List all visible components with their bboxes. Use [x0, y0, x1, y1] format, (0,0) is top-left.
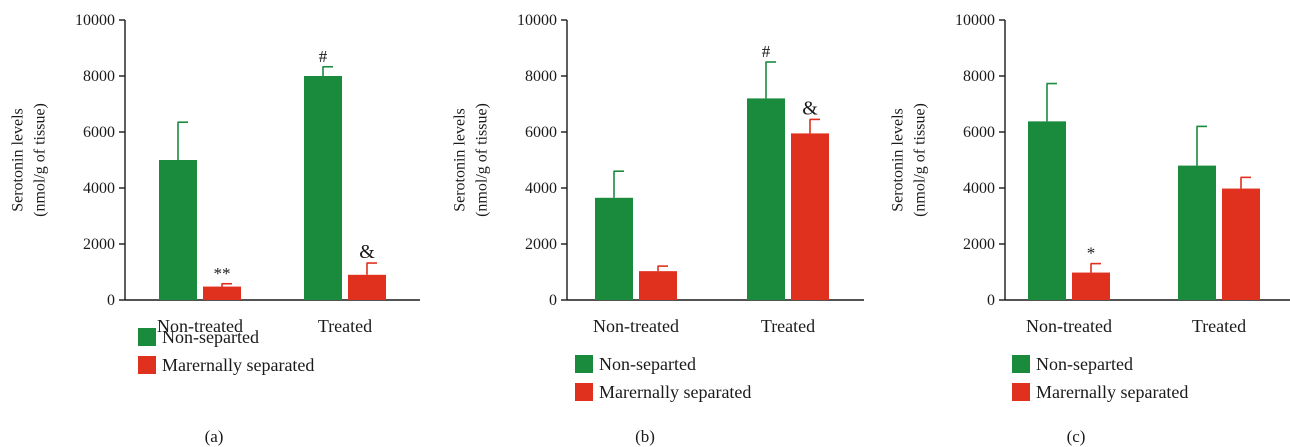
bar-non-separated-non-treated	[1028, 121, 1066, 300]
x-tick-label: Non-treated	[157, 316, 243, 336]
significance-marker: #	[319, 47, 328, 66]
y-axis-label-line1: Serotonin levels	[452, 108, 469, 212]
bar-maternally-separated-treated	[1222, 188, 1260, 300]
x-tick-label: Non-treated	[1026, 316, 1112, 336]
x-tick-label: Treated	[761, 316, 815, 336]
bar-non-separated-treated	[1178, 165, 1216, 300]
y-tick-label: 0	[987, 292, 995, 309]
y-tick-label: 10000	[75, 12, 115, 29]
legend-swatch	[1012, 383, 1030, 401]
y-tick-label: 0	[107, 292, 115, 309]
y-tick-label: 10000	[517, 12, 557, 29]
y-tick-label: 2000	[525, 236, 557, 253]
y-tick-label: 10000	[955, 12, 995, 29]
bar-non-separated-treated	[304, 76, 342, 300]
y-axis-label-line1: Serotonin levels	[10, 108, 27, 212]
x-tick-label: Treated	[1192, 316, 1246, 336]
y-tick-label: 4000	[963, 180, 995, 197]
y-tick-label: 4000	[525, 180, 557, 197]
legend-label: Marernally separated	[599, 382, 751, 402]
legend-swatch	[1012, 355, 1030, 373]
bar-non-separated-non-treated	[595, 197, 633, 300]
y-axis-label-line1: Serotonin levels	[890, 108, 907, 212]
significance-marker: **	[214, 264, 231, 283]
y-tick-label: 8000	[83, 68, 115, 85]
chart-panel-c: 0 2000 4000 6000 8000 10000 Serotonin levels (n…	[890, 12, 1290, 446]
legend-swatch	[575, 355, 593, 373]
legend-label: Non-separted	[162, 327, 259, 347]
bar-non-separated-non-treated	[159, 160, 197, 300]
legend-label: Non-separted	[599, 354, 696, 374]
significance-marker: *	[1087, 244, 1096, 263]
x-tick-label: Treated	[318, 316, 372, 336]
y-axis-label-line2: (nmol/g of tissue)	[912, 103, 929, 217]
y-tick-label: 0	[549, 292, 557, 309]
panel-label: (a)	[205, 427, 224, 446]
y-axis-label-line2: (nmol/g of tissue)	[474, 103, 491, 217]
bar-maternally-separated-non-treated	[203, 286, 241, 300]
legend-label: Non-separted	[1036, 354, 1133, 374]
bar-maternally-separated-non-treated	[1072, 272, 1110, 300]
significance-marker: &	[802, 97, 818, 119]
y-tick-label: 2000	[963, 236, 995, 253]
significance-marker: #	[762, 42, 771, 61]
bar-non-separated-treated	[747, 98, 785, 301]
significance-marker: &	[359, 241, 375, 263]
chart-panel-b: 0 2000 4000 6000 8000 10000 Serotonin levels (n…	[452, 12, 864, 446]
y-tick-label: 4000	[83, 180, 115, 197]
y-tick-label: 6000	[83, 124, 115, 141]
legend-label: Marernally separated	[162, 355, 314, 375]
y-axis-label-line2: (nmol/g of tissue)	[32, 103, 49, 217]
y-tick-label: 6000	[525, 124, 557, 141]
legend-swatch	[138, 356, 156, 374]
y-tick-label: 8000	[525, 68, 557, 85]
bar-maternally-separated-treated	[791, 133, 829, 300]
legend-swatch	[575, 383, 593, 401]
y-tick-label: 6000	[963, 124, 995, 141]
y-tick-label: 8000	[963, 68, 995, 85]
bar-maternally-separated-non-treated	[639, 271, 677, 300]
x-tick-label: Non-treated	[593, 316, 679, 336]
chart-panel-a: 0 2000 4000 6000 8000 10000 Serotonin levels (n…	[10, 12, 420, 446]
legend-swatch	[138, 328, 156, 346]
legend-label: Marernally separated	[1036, 382, 1188, 402]
panel-label: (b)	[635, 427, 655, 446]
bar-maternally-separated-treated	[348, 274, 386, 300]
y-tick-label: 2000	[83, 236, 115, 253]
panel-label: (c)	[1067, 427, 1086, 446]
